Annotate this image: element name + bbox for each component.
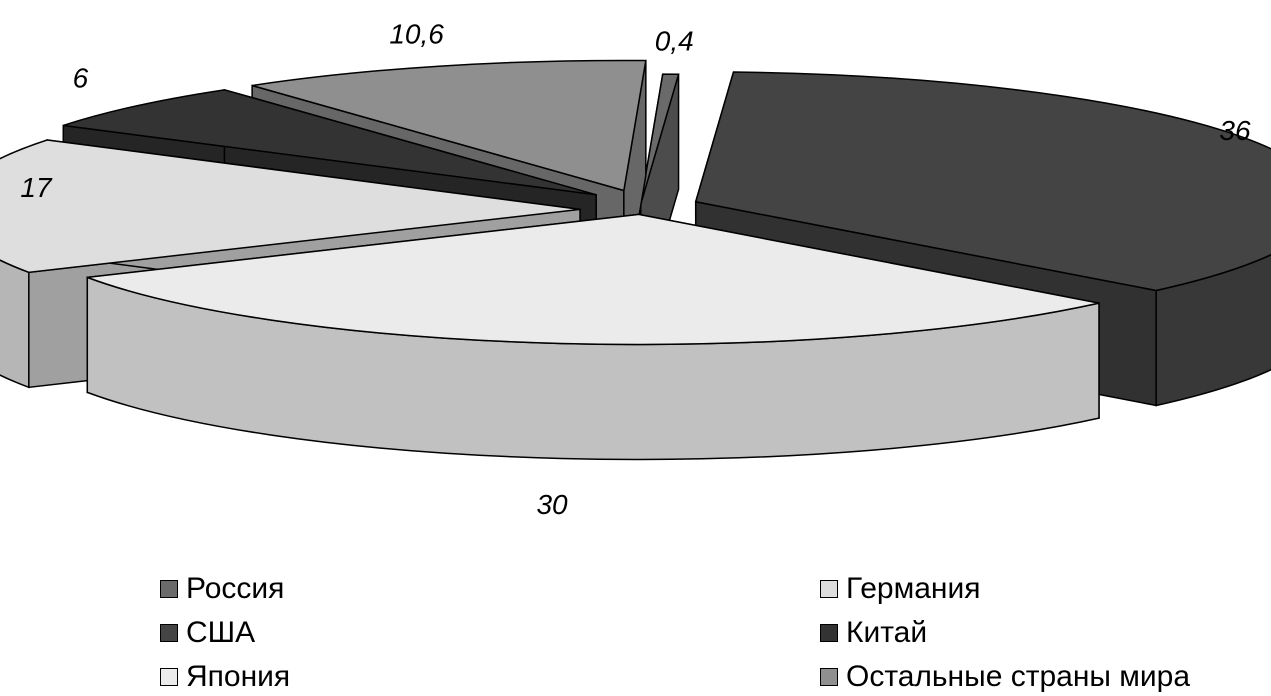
data-label-2: 30 (536, 489, 568, 520)
pie-slice-top-4 (63, 89, 597, 196)
data-label-5: 10,6 (389, 18, 444, 49)
pie-slice-top-1 (694, 71, 1271, 292)
data-label-1: 36 (1219, 115, 1251, 146)
data-label-0: 0,4 (655, 26, 694, 57)
pie-slice-top-2 (87, 213, 1100, 346)
pie-slice-side-1-0 (1155, 253, 1271, 407)
pie-slice-side-3-0 (0, 259, 30, 389)
pie-slice-top-5 (251, 59, 647, 192)
pie-slice-top-3 (0, 139, 581, 274)
data-label-3: 17 (20, 172, 53, 203)
pie-slice-top-0 (640, 73, 680, 205)
pie-slice-2 (86, 213, 1100, 461)
data-label-4: 6 (73, 62, 89, 93)
